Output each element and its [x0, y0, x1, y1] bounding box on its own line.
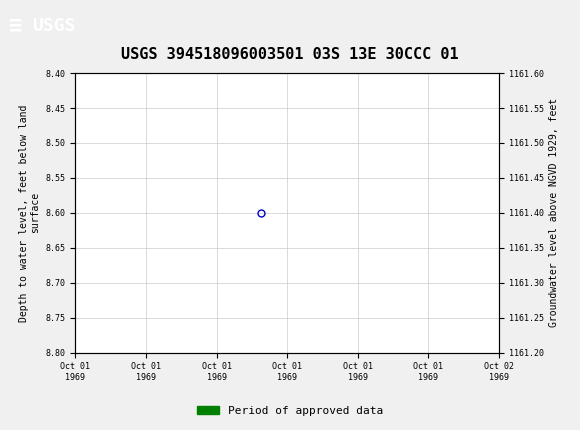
- Text: USGS: USGS: [32, 17, 75, 35]
- Legend: Period of approved data: Period of approved data: [193, 401, 387, 420]
- Y-axis label: Groundwater level above NGVD 1929, feet: Groundwater level above NGVD 1929, feet: [549, 98, 559, 327]
- Y-axis label: Depth to water level, feet below land
surface: Depth to water level, feet below land su…: [19, 104, 40, 322]
- Text: USGS 394518096003501 03S 13E 30CCC 01: USGS 394518096003501 03S 13E 30CCC 01: [121, 47, 459, 62]
- Text: ≡: ≡: [9, 16, 22, 36]
